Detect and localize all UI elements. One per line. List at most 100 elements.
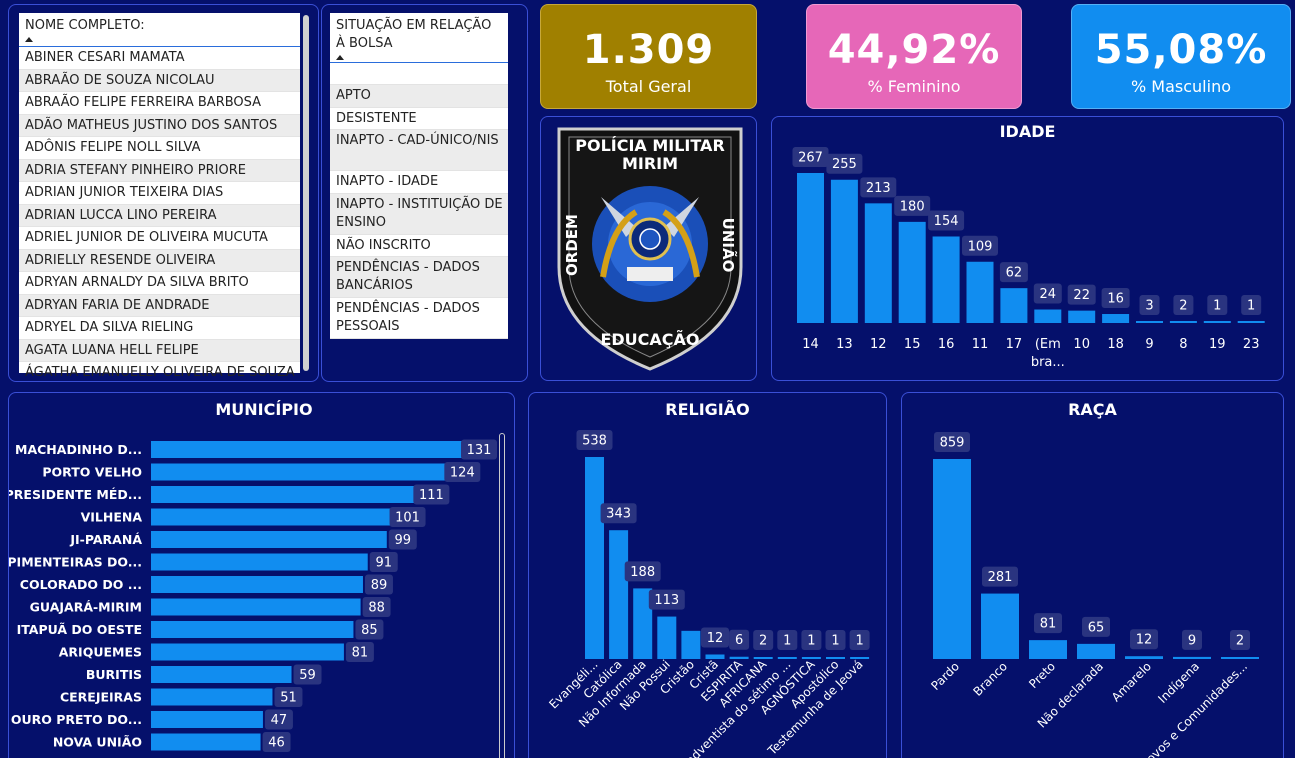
situacao-slicer-item[interactable]: NÃO INSCRITO bbox=[330, 235, 508, 257]
nome-slicer-item[interactable]: ÁGATHA EMANUELLY OLIVEIRA DE SOUZA bbox=[19, 362, 300, 381]
raca-data-label: 12 bbox=[1136, 633, 1153, 648]
nome-slicer-item[interactable]: ADRIELLY RESENDE OLIVEIRA bbox=[19, 249, 300, 272]
nome-slicer-header[interactable]: NOME COMPLETO: bbox=[19, 13, 300, 47]
raca-data-label-bg bbox=[1082, 616, 1110, 637]
idade-bar bbox=[932, 236, 960, 323]
nome-slicer-item[interactable]: ADRIA STEFANY PINHEIRO PRIORE bbox=[19, 159, 300, 182]
idade-data-label: 109 bbox=[968, 239, 993, 254]
nome-slicer-item[interactable]: ADRIAN LUCCA LINO PEREIRA bbox=[19, 204, 300, 227]
religiao-bar bbox=[681, 630, 701, 659]
nome-slicer-item[interactable]: ABRAÃO DE SOUZA NICOLAU bbox=[19, 69, 300, 92]
idade-tick-label: 10 bbox=[1073, 337, 1090, 352]
sort-asc-icon[interactable] bbox=[25, 37, 33, 42]
municipio-data-label-bg bbox=[274, 687, 303, 707]
total-geral-card: 1.309 Total Geral bbox=[540, 4, 757, 109]
idade-tick-label: 9 bbox=[1145, 337, 1153, 352]
nome-slicer-item[interactable]: ADÃO MATHEUS JUSTINO DOS SANTOS bbox=[19, 114, 300, 137]
idade-data-label-bg bbox=[928, 210, 965, 231]
raca-tick-label: Amarelo bbox=[1109, 659, 1154, 704]
situacao-slicer-item[interactable]: INAPTO - INSTITUIÇÃO DE ENSINO bbox=[330, 193, 508, 235]
municipio-data-label: 124 bbox=[450, 466, 475, 481]
nome-slicer-item[interactable]: ABINER CESARI MAMATA bbox=[19, 47, 300, 70]
idade-data-label: 2 bbox=[1179, 299, 1187, 314]
religiao-data-label-bg bbox=[729, 629, 750, 650]
situacao-slicer-list: APTO DESISTENTE INAPTO - CAD-ÚNICO/NIS INAP… bbox=[330, 63, 508, 339]
idade-bar bbox=[830, 179, 858, 323]
religiao-bar bbox=[657, 616, 677, 659]
masculino-value: 55,08% bbox=[1094, 27, 1268, 73]
municipio-tick-label: ITAPUÃ DO OESTE bbox=[17, 622, 142, 637]
raca-bar bbox=[1221, 657, 1259, 659]
municipio-data-label: 46 bbox=[268, 736, 285, 751]
nome-slicer-item[interactable]: ADRIEL JUNIOR DE OLIVEIRA MUCUTA bbox=[19, 227, 300, 250]
religiao-data-label: 343 bbox=[606, 507, 631, 522]
municipio-bar bbox=[151, 643, 344, 661]
religiao-data-label-bg bbox=[753, 630, 774, 650]
idade-data-label-bg bbox=[1139, 295, 1160, 315]
religiao-bar bbox=[609, 530, 629, 659]
municipio-bar bbox=[151, 733, 261, 751]
nome-slicer-item[interactable]: ADÔNIS FELIPE NOLL SILVA bbox=[19, 137, 300, 160]
situacao-slicer-title: SITUAÇÃO EM RELAÇÃO À BOLSA bbox=[336, 18, 492, 51]
situacao-slicer-item[interactable]: INAPTO - CAD-ÚNICO/NIS bbox=[330, 130, 508, 171]
idade-data-label-bg bbox=[826, 153, 863, 174]
idade-data-label: 3 bbox=[1145, 299, 1153, 314]
feminino-card: 44,92% % Feminino bbox=[806, 4, 1022, 109]
municipio-data-label-bg bbox=[264, 709, 293, 730]
situacao-slicer-item[interactable]: PENDÊNCIAS - DADOS BANCÁRIOS bbox=[330, 257, 508, 298]
religiao-bar bbox=[801, 657, 821, 659]
raca-tick-label: Pardo bbox=[928, 659, 962, 693]
religiao-data-label: 1 bbox=[807, 634, 815, 649]
situacao-slicer[interactable]: SITUAÇÃO EM RELAÇÃO À BOLSA APTO DESISTEN… bbox=[330, 13, 508, 339]
situacao-slicer-item[interactable]: PENDÊNCIAS - DADOS PESSOAIS bbox=[330, 298, 508, 339]
religiao-data-label: 188 bbox=[630, 565, 655, 580]
idade-data-label-bg bbox=[894, 195, 931, 216]
situacao-slicer-item[interactable]: APTO bbox=[330, 85, 508, 108]
municipio-data-label: 111 bbox=[419, 488, 444, 503]
nome-slicer-item[interactable]: ADRYAN ARNALDY DA SILVA BRITO bbox=[19, 272, 300, 295]
idade-data-label-bg bbox=[1033, 283, 1062, 304]
religiao-data-label: 12 bbox=[707, 631, 724, 646]
idade-tick-label: 14 bbox=[802, 337, 819, 352]
religiao-data-label: 2 bbox=[759, 634, 767, 649]
situacao-slicer-item[interactable]: DESISTENTE bbox=[330, 108, 508, 130]
sort-asc-icon[interactable] bbox=[336, 55, 344, 60]
municipio-tick-label: COLORADO DO ... bbox=[20, 577, 142, 592]
religiao-bar bbox=[777, 657, 797, 659]
nome-slicer-list: ABINER CESARI MAMATA ABRAÃO DE SOUZA NICO… bbox=[19, 47, 300, 381]
nome-slicer-item[interactable]: ABRAÃO FELIPE FERREIRA BARBOSA bbox=[19, 92, 300, 115]
municipio-data-label: 131 bbox=[467, 443, 492, 458]
municipio-bar bbox=[151, 486, 416, 503]
municipio-data-label: 47 bbox=[271, 713, 288, 728]
logo-panel: POLÍCIA MILITAR MIRIM ORDEM UNIÃO EDUCAÇ… bbox=[540, 116, 757, 381]
idade-tick-label: 8 bbox=[1179, 337, 1187, 352]
nome-slicer-item[interactable]: ADRYAN FARIA DE ANDRADE bbox=[19, 294, 300, 317]
nome-slicer-item[interactable]: AGATA LUANA HELL FELIPE bbox=[19, 339, 300, 362]
religiao-data-label-bg bbox=[701, 627, 729, 648]
municipio-bar bbox=[151, 666, 292, 683]
situacao-slicer-header[interactable]: SITUAÇÃO EM RELAÇÃO À BOLSA bbox=[330, 13, 508, 63]
nome-slicer-item[interactable]: ADRIAN JUNIOR TEIXEIRA DIAS bbox=[19, 182, 300, 205]
situacao-slicer-item[interactable] bbox=[330, 63, 508, 85]
idade-tick-label: bra... bbox=[1031, 355, 1065, 370]
raca-chart-panel: RAÇA 859 Pardo 281 Branco 81 Preto 65 Não decla… bbox=[901, 392, 1284, 758]
municipio-scrollbar[interactable] bbox=[498, 433, 506, 758]
municipio-scroll-thumb[interactable] bbox=[499, 433, 505, 758]
municipio-bar bbox=[151, 463, 447, 481]
municipio-tick-label: PIMENTEIRAS DO... bbox=[9, 555, 142, 570]
nome-slicer[interactable]: NOME COMPLETO: ABINER CESARI MAMATA ABRAÃ… bbox=[19, 13, 300, 380]
nome-scroll-thumb[interactable] bbox=[303, 15, 309, 371]
religiao-data-label: 6 bbox=[735, 633, 743, 648]
nome-scrollbar[interactable] bbox=[302, 13, 310, 373]
raca-data-label-bg bbox=[982, 566, 1018, 587]
situacao-slicer-item[interactable]: INAPTO - IDADE bbox=[330, 171, 508, 194]
religiao-bar bbox=[633, 588, 653, 659]
nome-slicer-title: NOME COMPLETO: bbox=[25, 18, 145, 33]
municipio-tick-label: GUAJARÁ-MIRIM bbox=[30, 600, 142, 615]
municipio-bar bbox=[151, 531, 387, 548]
feminino-label: % Feminino bbox=[867, 77, 961, 96]
nome-slicer-item[interactable]: ADRYEL DA SILVA RIELING bbox=[19, 317, 300, 340]
situacao-slicer-panel: SITUAÇÃO EM RELAÇÃO À BOLSA APTO DESISTEN… bbox=[321, 4, 528, 382]
municipio-bar bbox=[151, 688, 273, 706]
municipio-data-label: 85 bbox=[361, 623, 378, 638]
